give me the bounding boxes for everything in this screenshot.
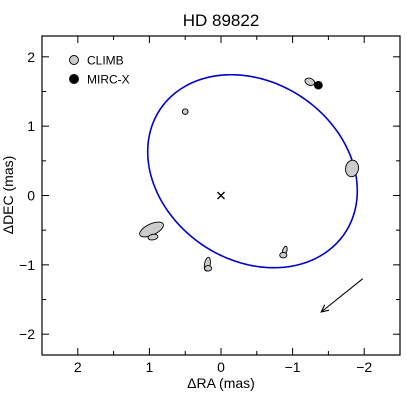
orbit-curve <box>146 73 359 269</box>
y-tick-label: 1 <box>27 118 35 134</box>
climb-point <box>345 159 359 178</box>
legend-marker-climb <box>69 55 79 65</box>
x-axis-label: ΔRA (mas) <box>187 375 255 391</box>
y-tick-label: 0 <box>27 188 35 204</box>
primary-cross-stroke <box>217 191 225 200</box>
climb-point <box>147 233 159 241</box>
motion-arrow-head <box>320 304 330 313</box>
climb-point <box>279 251 288 259</box>
climb-point <box>181 108 189 115</box>
climb-point <box>204 265 213 272</box>
x-tick-label: 1 <box>146 359 154 375</box>
legend: CLIMB MIRC-X <box>69 54 130 87</box>
motion-arrow-shaft <box>320 278 364 313</box>
climb-point <box>304 77 316 86</box>
data-points <box>139 77 359 272</box>
chart-title: HD 89822 <box>183 11 260 30</box>
legend-label-mirc-x: MIRC-X <box>87 73 130 87</box>
y-axis-label: ΔDEC (mas) <box>0 156 16 235</box>
axis-tick-labels: 2 1 0 −1 −2 2 1 0 −1 −2 <box>19 49 372 375</box>
motion-arrow <box>320 278 364 313</box>
x-tick-label: −2 <box>356 359 372 375</box>
axis-ticks <box>42 36 400 355</box>
x-tick-label: 2 <box>74 359 82 375</box>
legend-label-climb: CLIMB <box>87 54 124 68</box>
y-tick-label: 2 <box>27 49 35 65</box>
y-tick-label: −2 <box>19 326 35 342</box>
legend-marker-mirc-x <box>69 74 79 84</box>
primary-star-marker <box>217 191 225 200</box>
x-tick-label: −1 <box>285 359 301 375</box>
y-tick-label: −1 <box>19 257 35 273</box>
mircx-point <box>313 80 323 90</box>
x-tick-label: 0 <box>217 359 225 375</box>
plot-frame <box>41 35 401 356</box>
